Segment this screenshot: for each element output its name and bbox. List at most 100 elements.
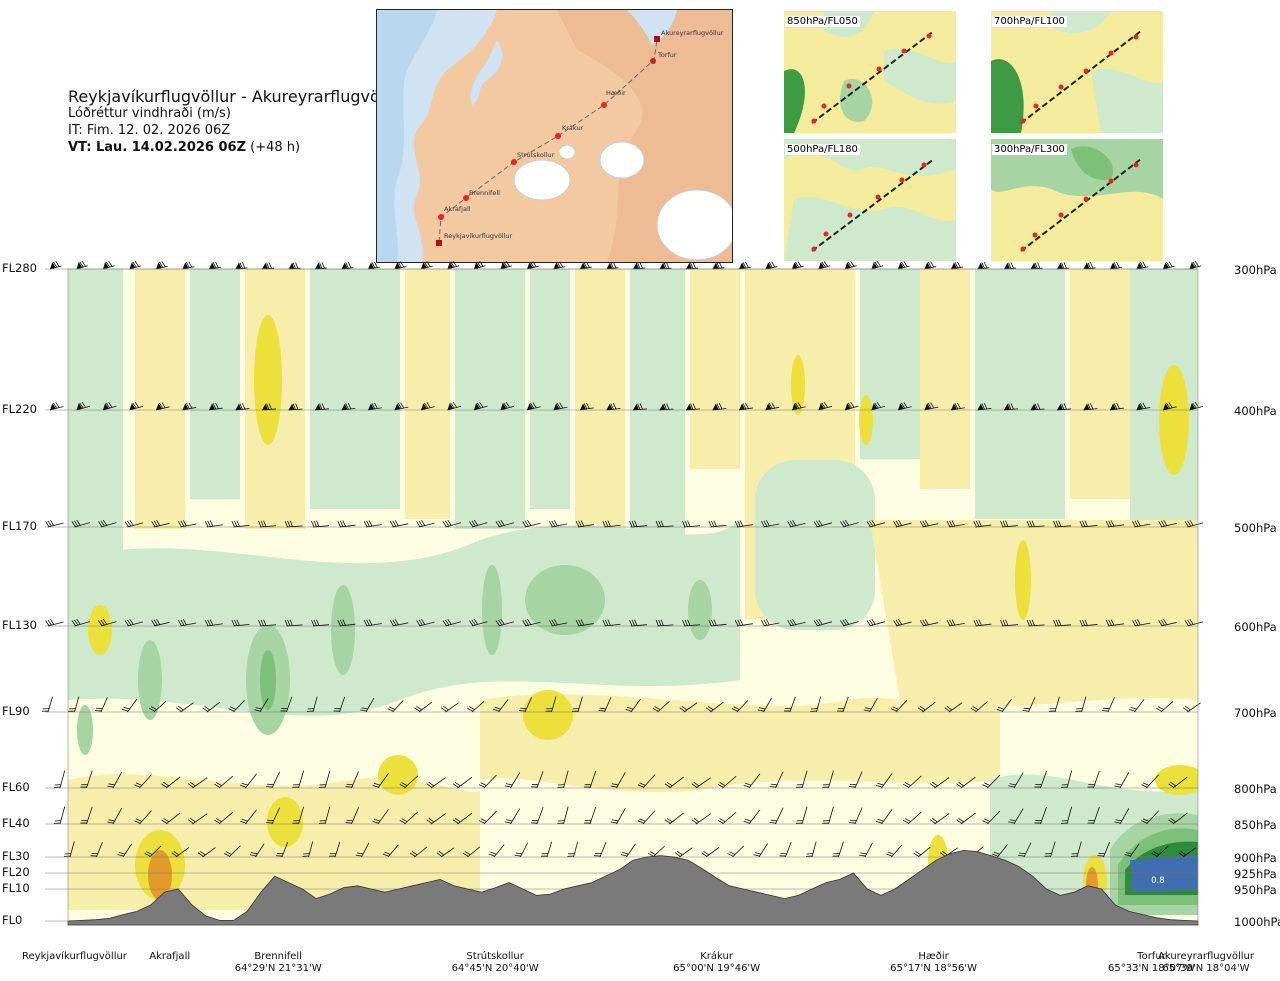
wind-barb [540, 841, 553, 858]
wind-barb [1048, 696, 1060, 713]
wind-barb [526, 402, 541, 411]
wind-barb [575, 619, 594, 627]
wind-barb [526, 261, 539, 270]
wind-barb [288, 403, 303, 411]
wind-barb [129, 261, 142, 270]
mini-map-700-label: 700hPa/FL100 [992, 16, 1067, 27]
loc-name: Strútskollur [466, 951, 524, 962]
low-yellow-region [480, 694, 1000, 793]
wind-barb [761, 619, 780, 627]
shading-layer [68, 269, 1198, 924]
wind-barb [606, 262, 619, 270]
wind-barb [389, 619, 409, 627]
down-zone-core [1130, 855, 1198, 892]
wind-barb [1162, 402, 1177, 411]
valid-time-main: VT: Lau. 14.02.2026 06Z [68, 140, 247, 155]
p-label-1000: 1000hPa [1234, 915, 1280, 929]
wind-barb [553, 402, 568, 411]
mini-map-500-label: 500hPa/FL180 [785, 144, 860, 155]
wind-barb [929, 813, 950, 825]
map-sea [377, 10, 497, 262]
yellow-cell-9 [267, 797, 303, 847]
yellow-cell-6 [88, 605, 112, 655]
wind-barb [447, 401, 462, 411]
wind-barb [779, 841, 792, 858]
wind-barb [705, 701, 724, 713]
band-green-4 [455, 269, 525, 529]
wind-barb [452, 776, 473, 789]
wind-barb [504, 772, 521, 789]
fl-label-fl220: FL220 [2, 402, 37, 416]
fl-label-fl130: FL130 [2, 618, 37, 632]
wind-barb [420, 402, 435, 411]
wind-barb [727, 845, 745, 858]
wind-barb [71, 519, 91, 528]
wind-barb [973, 520, 992, 528]
fl-label-fl20: FL20 [2, 865, 30, 879]
loc-haedir: Hæðir 65°17'N 18°56'W [890, 951, 977, 975]
wind-barb [102, 401, 117, 411]
wind-barb [970, 701, 988, 713]
wind-barb [80, 806, 93, 825]
wind-barb [919, 619, 939, 627]
contour-annotation: 0.8 [1151, 876, 1165, 886]
wind-barb [1136, 402, 1151, 411]
plot-frame [67, 268, 1199, 925]
wind-barb [1022, 697, 1036, 713]
loc-krakur: Krákur 65°00'N 19°46'W [673, 951, 760, 975]
wind-barb [956, 776, 976, 789]
wind-barb [231, 619, 250, 627]
wind-barb [840, 618, 859, 627]
wind-barb [659, 403, 674, 411]
wind-barb [1087, 770, 1100, 789]
band-yellow-5 [690, 269, 740, 469]
wind-barb [655, 619, 674, 627]
wind-barb [473, 260, 486, 270]
map-label-akrafjall: Akrafjall [444, 205, 471, 213]
wind-barb [1053, 619, 1071, 627]
wind-barb [579, 402, 594, 411]
wind-barb [822, 806, 834, 825]
wind-barb [685, 403, 700, 411]
wind-barb [818, 261, 831, 270]
wind-barb [753, 843, 768, 858]
wind-barb [647, 845, 665, 858]
wind-barb [182, 402, 197, 411]
wind-barb [791, 402, 806, 411]
wind-barb [208, 402, 223, 411]
wind-barb [1079, 619, 1098, 627]
wind-barb [1109, 402, 1124, 411]
wind-barb [571, 696, 583, 713]
terrain-profile [67, 849, 1199, 926]
wind-barb [787, 619, 806, 627]
wind-barb [504, 808, 521, 825]
wind-barb [1060, 806, 1073, 825]
wind-barb [187, 777, 208, 789]
wind-barb [284, 619, 303, 627]
wind-barb [712, 262, 725, 270]
wind-barb [575, 520, 594, 528]
wind-barb [440, 702, 459, 713]
wind-barb [849, 807, 863, 825]
wind-barb [805, 841, 817, 858]
wind-barb [734, 619, 753, 627]
map-reykjavik-marker [436, 240, 442, 246]
map-label-torfur: Torfur [657, 51, 677, 59]
map-akrafjall-marker [438, 214, 444, 220]
wind-barb [871, 260, 884, 270]
fl-label-fl0: FL0 [2, 913, 23, 927]
wind-barb [836, 696, 849, 713]
wind-barb [49, 402, 64, 411]
wind-barb [414, 701, 432, 713]
wind-barb [757, 697, 772, 713]
wind-barb [832, 841, 844, 858]
wind-barb [416, 520, 435, 528]
wind-barb [875, 809, 893, 825]
map-brennifell-marker [463, 195, 469, 201]
wind-barb [813, 519, 833, 528]
wind-barb [228, 700, 245, 713]
wind-barb [442, 519, 462, 528]
wind-barb [787, 520, 806, 528]
wind-barb [1128, 698, 1145, 713]
